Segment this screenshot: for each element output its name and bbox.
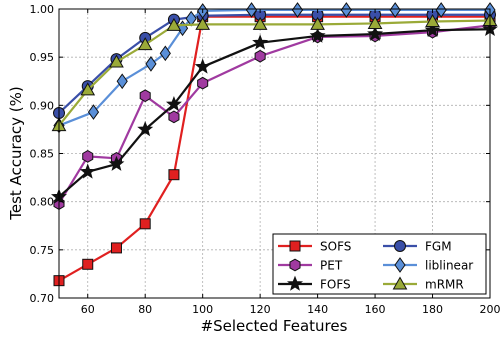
data-point-pet (82, 150, 94, 163)
series-line-liblinear (58, 8, 490, 127)
legend-marker-fofs (287, 275, 303, 291)
y-tick-label: 0.95 (30, 51, 55, 64)
data-point-fofs (79, 163, 96, 179)
y-tick-label: 0.90 (30, 99, 55, 112)
data-point-mrmr (166, 17, 182, 31)
data-point-fofs (194, 58, 211, 74)
data-point-mrmr (310, 16, 325, 30)
x-tick-label: 60 (81, 303, 95, 316)
data-point-liblinear (435, 2, 447, 18)
data-point-fofs (165, 95, 182, 112)
x-tick-label: 80 (138, 303, 152, 316)
data-point-sofs (110, 242, 122, 254)
legend-item-pet: PET (278, 259, 343, 273)
data-point-sofs (168, 169, 180, 181)
x-tick-label: 100 (192, 303, 213, 316)
data-point-pet (197, 76, 209, 90)
legend-marker-mrmr (392, 276, 408, 290)
legend-label: FOFS (320, 278, 351, 292)
x-tick-label: 180 (422, 303, 443, 316)
legend-label: FGM (425, 240, 452, 254)
data-point-pet (139, 89, 151, 103)
series-fofs (51, 20, 498, 204)
y-tick-label: 0.75 (30, 244, 55, 257)
x-tick-label: 140 (307, 303, 328, 316)
data-point-mrmr (80, 82, 96, 96)
data-point-sofs (82, 258, 94, 270)
series-liblinear (53, 2, 496, 134)
data-point-mrmr (425, 14, 440, 28)
data-point-liblinear (116, 73, 128, 90)
legend-marker-fgm (394, 240, 406, 252)
legend-label: SOFS (320, 240, 351, 254)
series-line-fgm (58, 13, 490, 114)
y-tick-label: 0.80 (30, 196, 55, 209)
legend-item-fgm: FGM (383, 240, 452, 254)
legend-label: PET (320, 259, 343, 273)
data-point-pet (254, 49, 266, 63)
data-point-liblinear (340, 2, 352, 18)
legend-marker-pet (289, 258, 301, 272)
x-tick-label: 200 (480, 303, 500, 316)
legend-label: mRMR (425, 278, 464, 292)
data-point-liblinear (145, 56, 157, 72)
data-point-mrmr (367, 15, 383, 29)
data-point-liblinear (389, 2, 401, 18)
legend-item-mrmr: mRMR (383, 276, 464, 292)
data-point-fofs (108, 155, 125, 171)
legend-item-fofs: FOFS (278, 275, 351, 292)
y-axis-label: Test Accuracy (%) (7, 86, 25, 221)
series-line-mrmr (58, 19, 491, 127)
x-axis-label: #Selected Features (201, 317, 348, 335)
series-line-pet (58, 24, 491, 205)
data-point-fofs (309, 27, 326, 43)
series-pet (53, 19, 496, 210)
legend-marker-sofs (289, 240, 301, 252)
data-point-mrmr (109, 54, 124, 68)
data-point-liblinear (245, 2, 258, 18)
data-point-liblinear (291, 2, 304, 18)
data-point-fofs (252, 34, 269, 50)
data-point-fofs (367, 25, 384, 41)
axis-ticks: 60 80 100 120 140 160 180 200 0.70 0.75 0.80 0.85 0.… (30, 3, 500, 316)
data-point-fofs (137, 121, 154, 137)
y-tick-label: 0.70 (30, 292, 55, 305)
legend-item-liblinear: liblinear (383, 257, 473, 273)
data-point-liblinear (87, 104, 100, 120)
data-point-liblinear (159, 45, 171, 62)
data-point-mrmr (252, 16, 268, 30)
data-point-mrmr (195, 16, 211, 30)
data-point-pet (168, 110, 180, 124)
legend: SOFS PET FOFS FGM liblinear mRMR (272, 233, 487, 295)
legend-marker-liblinear (394, 257, 406, 273)
legend-item-sofs: SOFS (278, 240, 351, 254)
data-point-fofs (424, 21, 441, 37)
y-tick-label: 1.00 (30, 3, 55, 16)
x-tick-label: 160 (365, 303, 386, 316)
legend-label: liblinear (425, 259, 473, 273)
x-tick-label: 120 (250, 303, 271, 316)
y-tick-label: 0.85 (30, 148, 55, 161)
data-point-sofs (139, 218, 151, 230)
data-point-mrmr (137, 37, 153, 51)
